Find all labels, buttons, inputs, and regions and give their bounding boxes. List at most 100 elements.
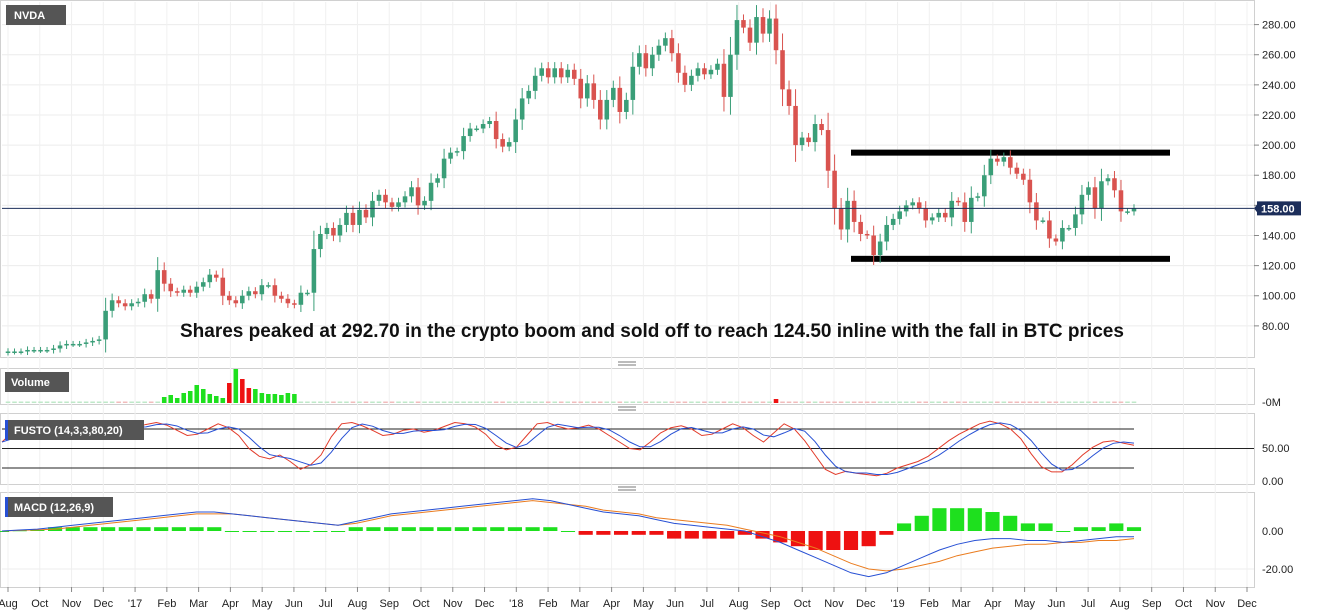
volume-bar xyxy=(1099,401,1104,403)
volume-bar xyxy=(962,401,968,403)
time-tick-label: Oct xyxy=(31,598,48,610)
volume-bar xyxy=(1014,401,1020,403)
macd-histogram-bar xyxy=(242,531,257,532)
volume-label: Volume xyxy=(11,377,50,389)
volume-bars xyxy=(5,369,1137,403)
candle-body xyxy=(344,212,349,225)
volume-bar xyxy=(819,401,824,403)
candle-body xyxy=(57,345,63,349)
candle-body xyxy=(148,294,154,299)
macd-tick-0: 0.00 xyxy=(1262,526,1283,538)
candle-body xyxy=(135,301,141,304)
candle-body xyxy=(259,285,265,295)
price-tick-label: 240.00 xyxy=(1262,80,1296,92)
candle-body xyxy=(728,54,733,97)
candle-body xyxy=(18,351,24,353)
candle-body xyxy=(578,78,584,99)
volume-bar xyxy=(995,401,1000,403)
macd-histogram-bar xyxy=(384,527,399,531)
support-line[interactable] xyxy=(851,255,1170,262)
candle-body xyxy=(44,349,50,352)
time-tick-label: Aug xyxy=(348,598,368,610)
candle-body xyxy=(747,27,753,43)
price-tick-label: 280.00 xyxy=(1262,20,1296,32)
volume-bar xyxy=(1105,401,1111,403)
candle-body xyxy=(923,208,929,221)
macd-tag[interactable]: MACD (12,26,9) xyxy=(5,497,113,517)
volume-bar xyxy=(903,401,909,403)
volume-bar xyxy=(728,401,733,403)
macd-histogram-bar xyxy=(83,527,98,531)
candle-body xyxy=(435,178,440,183)
volume-bar xyxy=(786,401,792,403)
current-price-pointer xyxy=(1254,203,1258,214)
time-tick-label: Oct xyxy=(794,598,811,610)
volume-bar xyxy=(448,401,453,403)
macd-histogram-bar xyxy=(490,527,505,531)
candle-body xyxy=(292,303,297,305)
volume-tag[interactable]: Volume xyxy=(5,372,69,392)
panel-splitter[interactable] xyxy=(618,361,636,366)
volume-bar xyxy=(200,389,206,403)
volume-bar xyxy=(539,401,544,403)
candle-body xyxy=(858,221,863,234)
volume-bar xyxy=(890,401,896,403)
candle-body xyxy=(77,343,82,346)
macd-panel-frame xyxy=(0,492,1255,588)
volume-bar xyxy=(871,401,876,403)
volume-bar xyxy=(142,401,147,403)
candle-body xyxy=(487,121,492,125)
volume-bar xyxy=(598,401,603,403)
volume-bar xyxy=(545,401,551,403)
candle-body xyxy=(422,200,427,206)
macd-histogram-bar xyxy=(0,531,10,532)
candle-body xyxy=(689,75,694,85)
panel-splitter[interactable] xyxy=(618,406,636,411)
macd-histogram-bar xyxy=(366,527,381,531)
volume-bar xyxy=(663,401,668,403)
volume-bar xyxy=(916,401,922,403)
volume-bar xyxy=(806,401,811,403)
candle-body xyxy=(806,137,811,143)
candle-body xyxy=(734,20,740,55)
volume-bar xyxy=(474,401,479,403)
symbol-tag[interactable]: NVDA xyxy=(6,5,66,25)
time-tick-label: Nov xyxy=(443,598,463,610)
candle-body xyxy=(129,303,134,307)
volume-bar xyxy=(1001,401,1007,403)
volume-bar xyxy=(83,401,89,403)
price-tick-label: 260.00 xyxy=(1262,50,1296,62)
macd-histogram-bar xyxy=(790,531,806,547)
fusto-k-line xyxy=(1,420,1135,477)
candle-body xyxy=(1034,202,1039,221)
volume-bar xyxy=(207,394,213,403)
candle-body xyxy=(1040,220,1046,222)
volume-bar xyxy=(500,401,505,403)
panel-splitter[interactable] xyxy=(618,486,636,491)
macd-histogram-bar xyxy=(277,531,293,532)
time-tick-label: Nov xyxy=(62,598,82,610)
volume-bar xyxy=(1027,401,1033,403)
volume-bar xyxy=(656,401,662,403)
candle-body xyxy=(773,18,779,51)
candle-body xyxy=(200,282,206,287)
candle-body xyxy=(1131,208,1137,212)
candle-body xyxy=(279,295,284,299)
volume-bar xyxy=(337,401,343,403)
current-price-badge: 158.00 xyxy=(1254,201,1301,216)
volume-bar xyxy=(617,401,623,403)
volume-bar xyxy=(708,401,714,403)
macd-histogram-bar xyxy=(826,531,841,550)
volume-bar xyxy=(376,401,382,403)
time-tick-label: May xyxy=(633,598,654,610)
volume-bar xyxy=(552,401,558,403)
volume-bar xyxy=(103,401,108,403)
candle-body xyxy=(1125,211,1130,213)
volume-bar xyxy=(285,393,291,403)
volume-bar xyxy=(864,401,870,403)
candle-body xyxy=(370,200,375,218)
fusto-tag[interactable]: FUSTO (14,3,3,80,20) xyxy=(5,420,144,440)
fusto-tick-0: 0.00 xyxy=(1262,476,1283,488)
volume-bar xyxy=(318,401,323,403)
candle-body xyxy=(786,89,792,106)
